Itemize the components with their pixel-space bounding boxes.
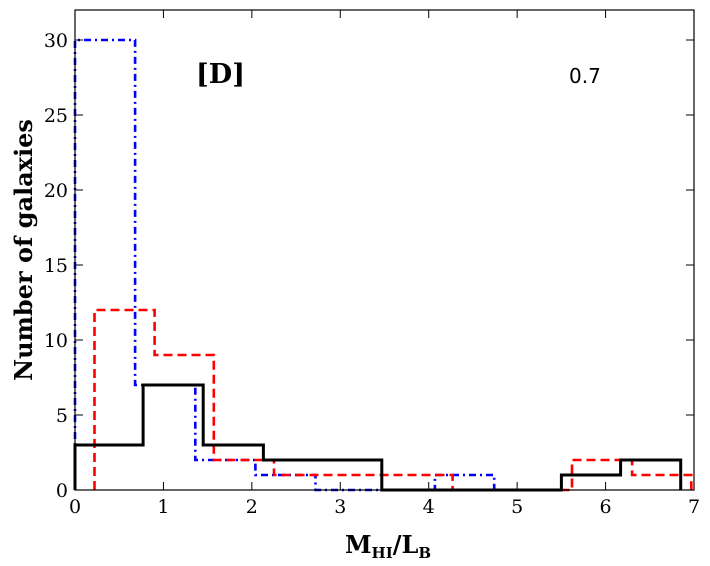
tick-layer: 0 1 2 3 4 5 6 7 0 5 10 15 20 25 30 — [44, 10, 700, 518]
x-tick-label: 5 — [511, 496, 523, 518]
x-axis-label-sub-hi: HI — [372, 544, 393, 562]
y-tick-label: 0 — [56, 480, 68, 502]
x-tick-label: 7 — [688, 496, 700, 518]
x-axis-label-sub-b: B — [418, 544, 431, 562]
y-tick-label: 30 — [44, 30, 68, 52]
x-tick-label: 6 — [600, 496, 612, 518]
x-tick-label: 1 — [157, 496, 169, 518]
series-red-dashed — [93, 308, 693, 492]
y-tick-label: 20 — [44, 180, 68, 202]
x-axis-label-mid: /L — [393, 530, 419, 559]
corner-annotation: 0.7 — [569, 64, 601, 88]
y-tick-label: 10 — [44, 330, 68, 352]
y-axis-label: Number of galaxies — [9, 119, 38, 381]
plot-frame — [74, 9, 695, 491]
x-tick-label: 2 — [246, 496, 258, 518]
x-axis-label: MHI/LB — [345, 530, 431, 562]
panel-label: [D] — [196, 59, 245, 90]
series-blue-dashdot — [73, 38, 496, 492]
series-black-solid — [73, 383, 683, 492]
x-axis-label-main: M — [345, 530, 372, 559]
x-tick-label: 4 — [423, 496, 435, 518]
x-tick-label: 3 — [334, 496, 346, 518]
x-tick-label: 0 — [69, 496, 81, 518]
histogram-series-layer — [73, 38, 693, 492]
y-tick-label: 5 — [56, 405, 68, 427]
y-tick-label: 15 — [44, 255, 68, 277]
y-tick-label: 25 — [44, 105, 68, 127]
